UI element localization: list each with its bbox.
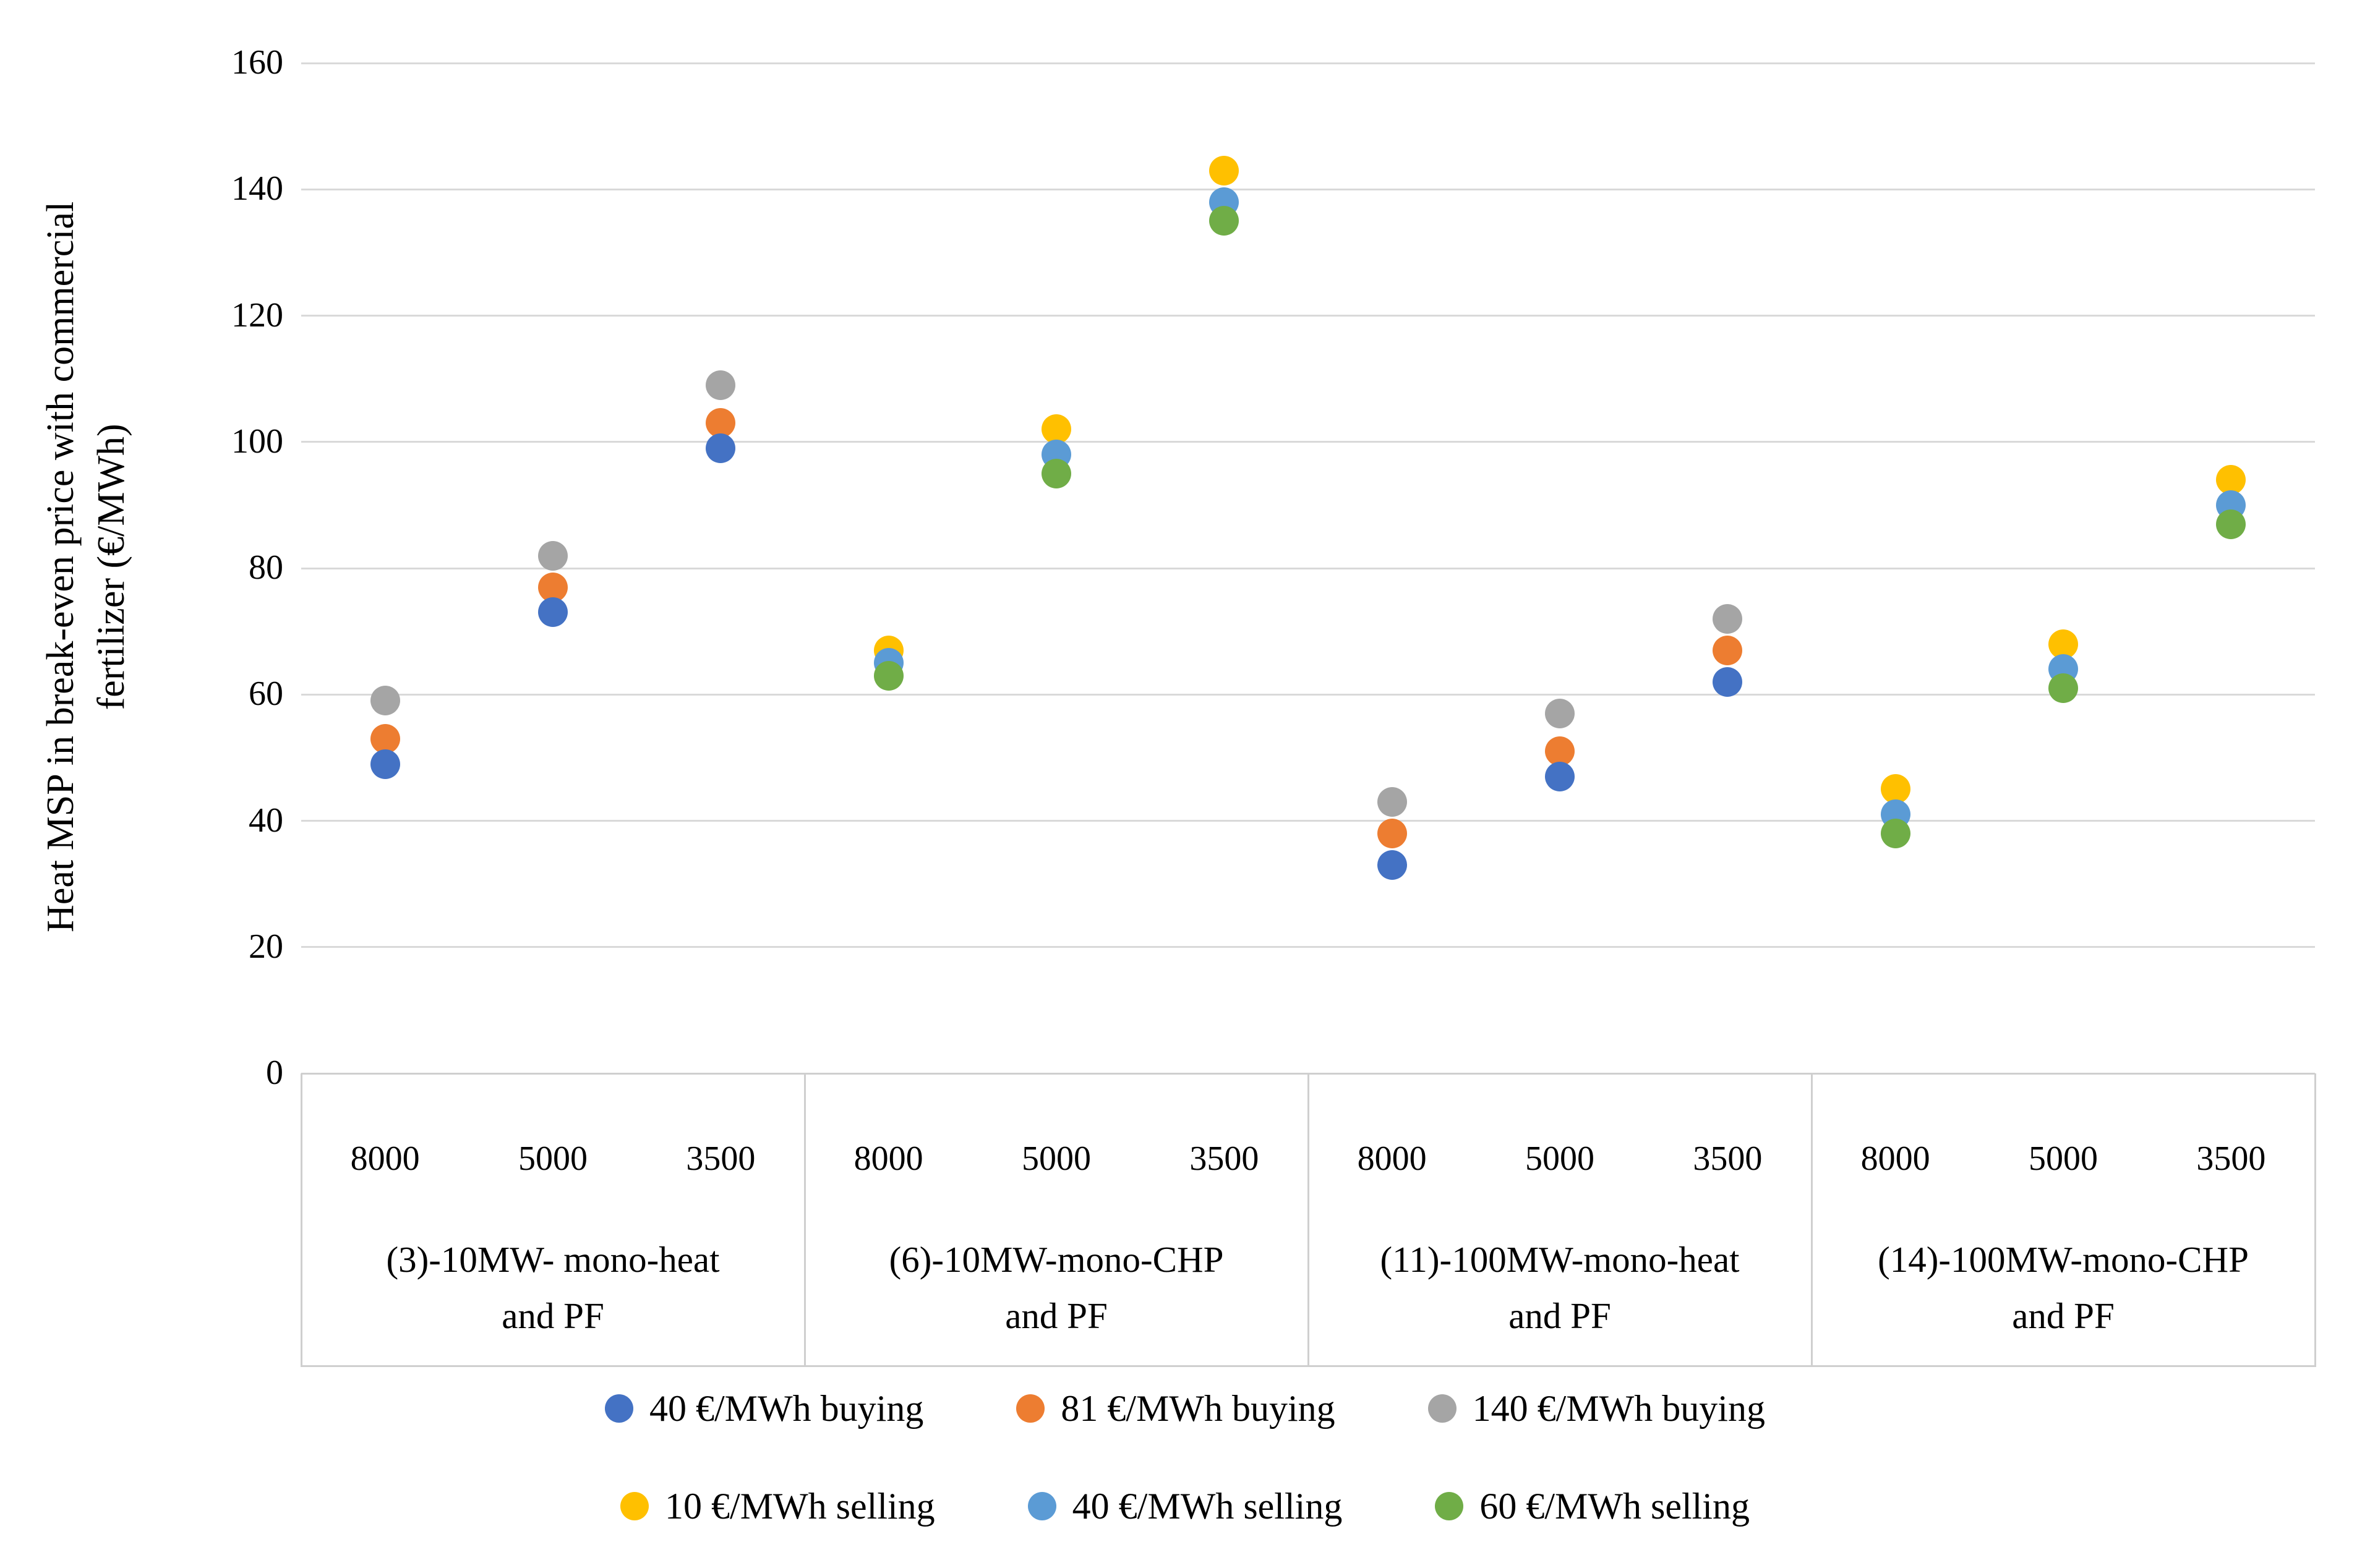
gridline [301,62,2315,64]
y-axis-title-line2: fertilizer (€/MWh) [90,424,132,710]
data-point [706,433,736,463]
data-point [370,686,400,716]
legend-marker-icon [1435,1492,1464,1520]
legend-item: 40 €/MWh buying [605,1387,923,1430]
y-tick-label: 60 [249,675,283,714]
group-label-line: (3)-10MW- mono-heat [386,1239,720,1280]
category-tick-label: 3500 [1693,1140,1763,1178]
gridline [301,188,2315,190]
category-tick-label: 3500 [686,1140,756,1178]
group-label: (6)-10MW-mono-CHP and PF [805,1232,1308,1365]
legend-label: 10 €/MWh selling [665,1486,935,1527]
group-label-line: and PF [1508,1295,1611,1337]
category-tick-label: 8000 [853,1140,923,1178]
gridline [301,441,2315,443]
data-point [370,723,400,754]
data-point [2048,629,2078,659]
data-point [1209,155,1239,185]
data-point [1377,850,1407,880]
data-point [370,749,400,779]
data-point [2216,465,2246,495]
category-tick-label: 3500 [2196,1140,2266,1178]
gridline [301,820,2315,822]
legend-marker-icon [1016,1394,1045,1423]
group-separator [2314,1073,2316,1367]
gridline [301,567,2315,569]
y-tick-label: 100 [231,422,283,461]
data-point [538,597,568,628]
category-tick-label: 5000 [2029,1140,2098,1178]
category-tick-label: 3500 [1189,1140,1259,1178]
category-tick-label: 5000 [518,1140,588,1178]
data-point [1545,736,1575,767]
legend-marker-icon [1027,1492,1056,1520]
category-tick-label: 8000 [1357,1140,1427,1178]
group-label-line: and PF [1005,1295,1108,1337]
y-axis-title: Heat MSP in break-even price with commer… [36,60,137,1074]
y-tick-label: 40 [249,801,283,840]
data-point [706,370,736,400]
data-point [538,540,568,571]
data-point [2048,673,2078,704]
data-point [538,572,568,602]
data-point [1042,458,1071,488]
legend-item: 60 €/MWh selling [1435,1485,1750,1528]
legend-item: 140 €/MWh buying [1427,1387,1765,1430]
data-point [1880,774,1910,804]
data-point [1209,206,1239,236]
legend-item: 40 €/MWh selling [1027,1485,1343,1528]
group-separator [1307,1073,1309,1367]
legend-item: 10 €/MWh selling [620,1485,935,1528]
y-tick-label: 20 [249,927,283,966]
data-point [1545,762,1575,791]
y-axis-title-line1: Heat MSP in break-even price with commer… [40,201,82,932]
legend-marker-icon [605,1394,633,1423]
data-point [1880,818,1910,848]
group-label-line: (14)-100MW-mono-CHP [1878,1239,2249,1280]
group-label: (3)-10MW- mono-heat and PF [301,1232,805,1365]
category-tick-label: 8000 [1860,1140,1930,1178]
category-tick-label: 5000 [1022,1140,1091,1178]
data-point [1713,603,1743,634]
data-point [1713,635,1743,665]
group-separator [300,1073,302,1367]
data-point [873,660,904,691]
data-point [1377,786,1407,817]
gridline [301,693,2315,696]
category-tick-label: 5000 [1525,1140,1594,1178]
group-label-line: (6)-10MW-mono-CHP [889,1239,1224,1280]
legend-marker-icon [1427,1394,1457,1423]
group-label-line: and PF [2012,1295,2115,1337]
group-separator [1810,1073,1813,1367]
legend-item: 81 €/MWh buying [1016,1387,1335,1430]
legend-label: 60 €/MWh selling [1479,1486,1750,1527]
legend-label: 81 €/MWh buying [1061,1388,1335,1429]
data-point [1377,818,1407,848]
group-separator [803,1073,806,1367]
data-point [1713,667,1743,697]
y-tick-label: 160 [231,43,283,82]
gridline [301,946,2315,948]
legend-marker-icon [620,1492,649,1520]
group-label-line: and PF [502,1295,604,1337]
group-label: (11)-100MW-mono-heat and PF [1308,1232,1812,1365]
group-label-line: (11)-100MW-mono-heat [1380,1239,1740,1280]
data-point [1042,414,1071,445]
legend-row: 40 €/MWh buying 81 €/MWh buying 140 €/MWh … [0,1384,2370,1433]
legend-label: 140 €/MWh buying [1472,1388,1765,1429]
data-point [706,408,736,438]
data-point [1545,698,1575,728]
legend-row: 10 €/MWh selling 40 €/MWh selling 60 €/MWh… [0,1481,2370,1531]
y-tick-label: 0 [266,1054,283,1092]
category-tick-label: 8000 [350,1140,420,1178]
y-tick-label: 80 [249,548,283,587]
y-tick-label: 120 [231,296,283,334]
y-tick-label: 140 [231,169,283,208]
legend-label: 40 €/MWh buying [649,1388,924,1429]
data-point [2216,509,2246,539]
group-label: (14)-100MW-mono-CHP and PF [1812,1232,2315,1365]
gridline [301,315,2315,317]
legend-label: 40 €/MWh selling [1072,1486,1343,1527]
